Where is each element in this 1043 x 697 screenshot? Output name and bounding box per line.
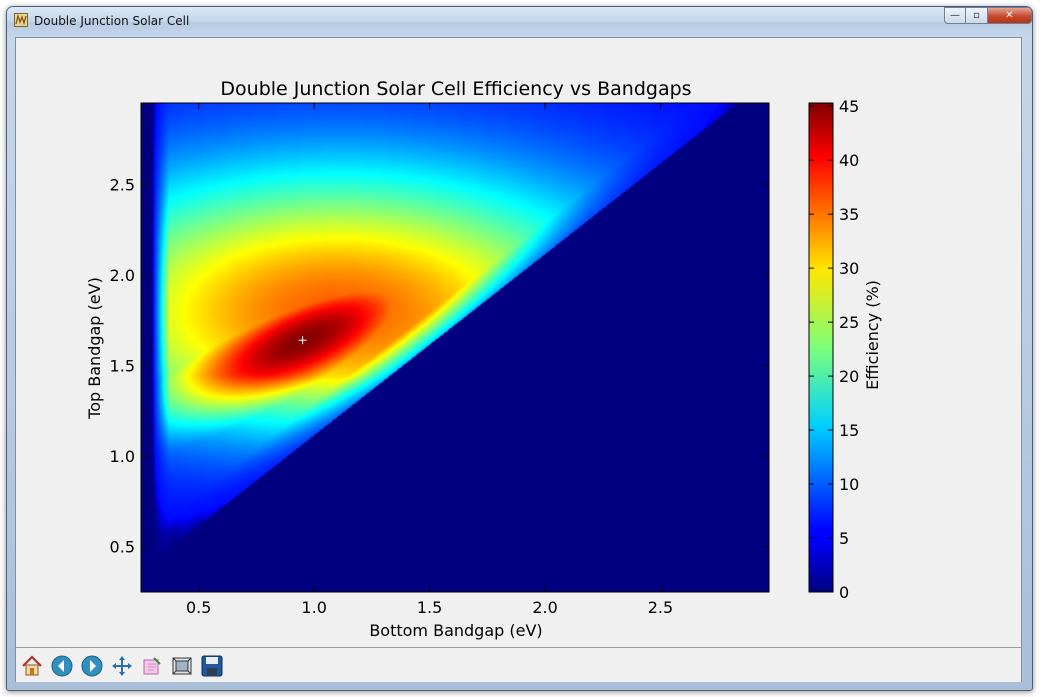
app-icon	[14, 13, 28, 27]
maximize-button[interactable]: ▫	[966, 7, 988, 24]
chart-title: Double Junction Solar Cell Efficiency vs…	[220, 78, 691, 100]
configure-icon	[172, 657, 192, 675]
back-icon	[51, 655, 73, 677]
zoom-button[interactable]	[138, 652, 166, 680]
axes-frame	[140, 102, 770, 593]
x-tick-label: 1.5	[417, 598, 442, 617]
colorbar-label: Efficiency (%)	[863, 280, 882, 390]
pan-icon	[112, 656, 132, 676]
home-button[interactable]	[18, 652, 46, 680]
configure-button[interactable]	[168, 652, 196, 680]
app-window: Double Junction Solar Cell — ▫ ✕	[6, 6, 1033, 691]
forward-button[interactable]	[78, 652, 106, 680]
home-icon	[22, 655, 42, 676]
x-tick-label: 1.0	[301, 598, 326, 617]
navigation-toolbar	[16, 647, 1021, 682]
y-tick-label: 2.5	[110, 176, 135, 195]
x-tick-label: 2.0	[532, 598, 557, 617]
x-axis-label: Bottom Bandgap (eV)	[369, 621, 542, 640]
heatmap-figure[interactable]: 0.5 1.0 1.5 2.0 2.5 0.5 1.0 1.5 2.0 2.5 Double J…	[16, 38, 1021, 646]
back-button[interactable]	[48, 652, 76, 680]
y-tick-label: 0.5	[110, 538, 135, 557]
figure-canvas[interactable]: 0.5 1.0 1.5 2.0 2.5 0.5 1.0 1.5 2.0 2.5 Double J…	[16, 38, 1021, 646]
colorbar-tick-label: 20	[839, 367, 859, 386]
save-icon	[201, 655, 223, 677]
y-axis-label: Top Bandgap (eV)	[85, 277, 104, 420]
title-bar[interactable]: Double Junction Solar Cell — ▫ ✕	[7, 7, 1032, 37]
x-axis-ticks: 0.5 1.0 1.5 2.0 2.5	[186, 103, 673, 617]
plot-axes: 0.5 1.0 1.5 2.0 2.5 0.5 1.0 1.5 2.0 2.5 Double J…	[85, 78, 770, 640]
colorbar-tick-label: 45	[839, 97, 859, 116]
colorbar-ticks: 0 5 10 15 20 25 30 35 40 45	[809, 97, 859, 602]
y-tick-label: 2.0	[110, 266, 135, 285]
y-tick-label: 1.5	[110, 357, 135, 376]
y-tick-label: 1.0	[110, 447, 135, 466]
heatmap-image	[141, 103, 769, 592]
x-tick-label: 0.5	[186, 598, 211, 617]
x-tick-label: 2.5	[648, 598, 673, 617]
colorbar-tick-label: 15	[839, 421, 859, 440]
window-controls: — ▫ ✕	[944, 7, 1032, 25]
colorbar-gradient	[808, 102, 834, 593]
colorbar-tick-label: 30	[839, 259, 859, 278]
close-button[interactable]: ✕	[988, 7, 1032, 24]
colorbar-tick-label: 35	[839, 205, 859, 224]
y-axis-ticks: 0.5 1.0 1.5 2.0 2.5	[110, 176, 769, 557]
colorbar-tick-label: 25	[839, 313, 859, 332]
pan-button[interactable]	[108, 652, 136, 680]
colorbar: 0 5 10 15 20 25 30 35 40 45 Efficiency (%)	[808, 97, 882, 602]
colorbar-tick-label: 0	[839, 583, 849, 602]
client-area: 0.5 1.0 1.5 2.0 2.5 0.5 1.0 1.5 2.0 2.5 Double J…	[15, 37, 1022, 682]
colorbar-tick-label: 40	[839, 151, 859, 170]
minimize-button[interactable]: —	[944, 7, 966, 24]
colorbar-tick-label: 5	[839, 529, 849, 548]
forward-icon	[81, 655, 103, 677]
zoom-icon	[143, 657, 161, 675]
colorbar-tick-label: 10	[839, 475, 859, 494]
window-title: Double Junction Solar Cell	[34, 14, 190, 28]
save-button[interactable]	[198, 652, 226, 680]
